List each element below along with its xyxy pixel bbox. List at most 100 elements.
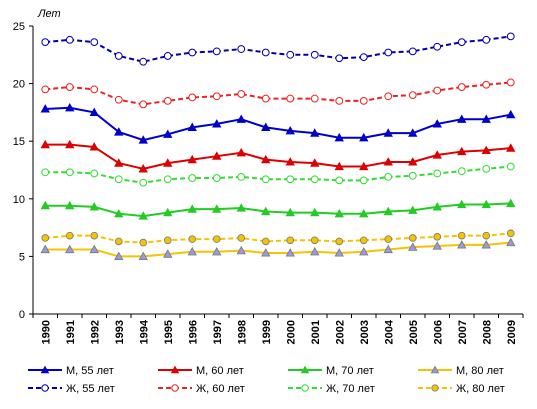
series-4 xyxy=(40,237,516,261)
x-tick-label: 1995 xyxy=(163,320,175,344)
data-point xyxy=(139,178,148,187)
y-tick-label: 25 xyxy=(13,21,25,33)
y-tick-label: 0 xyxy=(19,309,25,321)
data-point xyxy=(138,211,148,220)
data-point xyxy=(237,90,246,98)
data-point xyxy=(457,146,467,156)
data-point xyxy=(506,78,515,87)
data-point xyxy=(335,237,344,246)
data-point xyxy=(481,114,491,123)
data-point xyxy=(40,104,50,113)
y-tick-label: 5 xyxy=(19,251,25,263)
data-point xyxy=(236,203,246,212)
data-point xyxy=(481,199,491,209)
data-point xyxy=(65,83,74,91)
data-point xyxy=(188,174,197,182)
data-point xyxy=(187,154,197,164)
data-point xyxy=(384,235,393,243)
x-tick-label: 2002 xyxy=(334,320,346,344)
data-point xyxy=(65,244,75,254)
data-point xyxy=(114,158,124,167)
data-point xyxy=(383,206,393,216)
data-point xyxy=(89,202,99,211)
y-tick-label: 15 xyxy=(13,136,25,148)
data-point xyxy=(359,236,368,245)
data-point xyxy=(90,231,99,240)
x-tick-label: 1994 xyxy=(138,319,150,344)
data-point xyxy=(90,38,99,47)
data-point xyxy=(482,35,491,44)
data-point xyxy=(236,147,246,157)
legend-item: М, 70 лет xyxy=(288,365,374,377)
x-tick-label: 1993 xyxy=(114,320,126,344)
data-point xyxy=(163,96,172,105)
data-point xyxy=(41,38,50,47)
data-point xyxy=(40,139,50,149)
data-point xyxy=(212,47,221,56)
data-point xyxy=(431,384,439,392)
data-point xyxy=(40,365,50,374)
legend-item: Ж, 80 лет xyxy=(418,383,505,395)
data-point xyxy=(65,231,74,240)
data-point xyxy=(286,50,295,59)
data-point xyxy=(506,229,515,238)
data-point xyxy=(359,53,368,62)
data-point xyxy=(482,164,491,173)
data-point xyxy=(408,234,417,242)
data-point xyxy=(334,132,344,142)
data-point xyxy=(457,240,467,249)
legend-label: Ж, 55 лет xyxy=(66,383,115,395)
data-point xyxy=(187,122,197,131)
data-point xyxy=(114,52,123,60)
data-point xyxy=(457,199,467,209)
data-point xyxy=(285,157,295,166)
data-point xyxy=(383,157,393,166)
y-tick-label: 20 xyxy=(13,79,25,91)
data-point xyxy=(286,94,295,103)
data-point xyxy=(433,169,442,178)
data-point xyxy=(359,132,369,142)
series-line xyxy=(45,81,511,106)
data-point xyxy=(188,48,197,57)
legend-item: М, 55 лет xyxy=(28,365,114,377)
data-point xyxy=(506,198,516,208)
data-point xyxy=(139,238,148,247)
data-point xyxy=(237,234,246,242)
data-point xyxy=(163,129,173,138)
data-point xyxy=(188,93,197,102)
series-1 xyxy=(40,102,516,144)
legend-item: М, 80 лет xyxy=(418,365,504,377)
data-point xyxy=(261,175,270,184)
data-point xyxy=(285,207,295,217)
data-point xyxy=(40,244,50,254)
data-point xyxy=(359,96,368,105)
data-point xyxy=(335,54,344,63)
x-tick-label: 1998 xyxy=(236,320,248,344)
data-point xyxy=(359,208,369,218)
legend-label: Ж, 80 лет xyxy=(456,383,505,395)
data-point xyxy=(506,109,516,119)
data-point xyxy=(408,157,418,166)
x-tick-label: 1997 xyxy=(212,320,224,344)
data-point xyxy=(384,48,393,57)
x-tick-label: 2008 xyxy=(481,320,493,344)
data-point xyxy=(334,161,344,171)
series-5 xyxy=(41,32,515,66)
data-point xyxy=(457,114,467,123)
data-point xyxy=(261,206,271,216)
data-point xyxy=(41,384,49,392)
legend-item: Ж, 60 лет xyxy=(158,383,245,395)
x-tick-label: 2000 xyxy=(285,320,297,344)
data-point xyxy=(334,208,344,218)
data-point xyxy=(114,127,124,136)
x-tick-label: 1991 xyxy=(65,320,77,344)
data-point xyxy=(163,249,173,258)
legend-label: М, 55 лет xyxy=(66,365,114,377)
data-point xyxy=(432,119,442,128)
y-axis-label: Лет xyxy=(37,8,61,20)
data-point xyxy=(139,57,148,66)
data-point xyxy=(310,94,319,103)
data-point xyxy=(457,231,466,240)
series-2 xyxy=(40,139,516,173)
data-point xyxy=(212,235,221,243)
